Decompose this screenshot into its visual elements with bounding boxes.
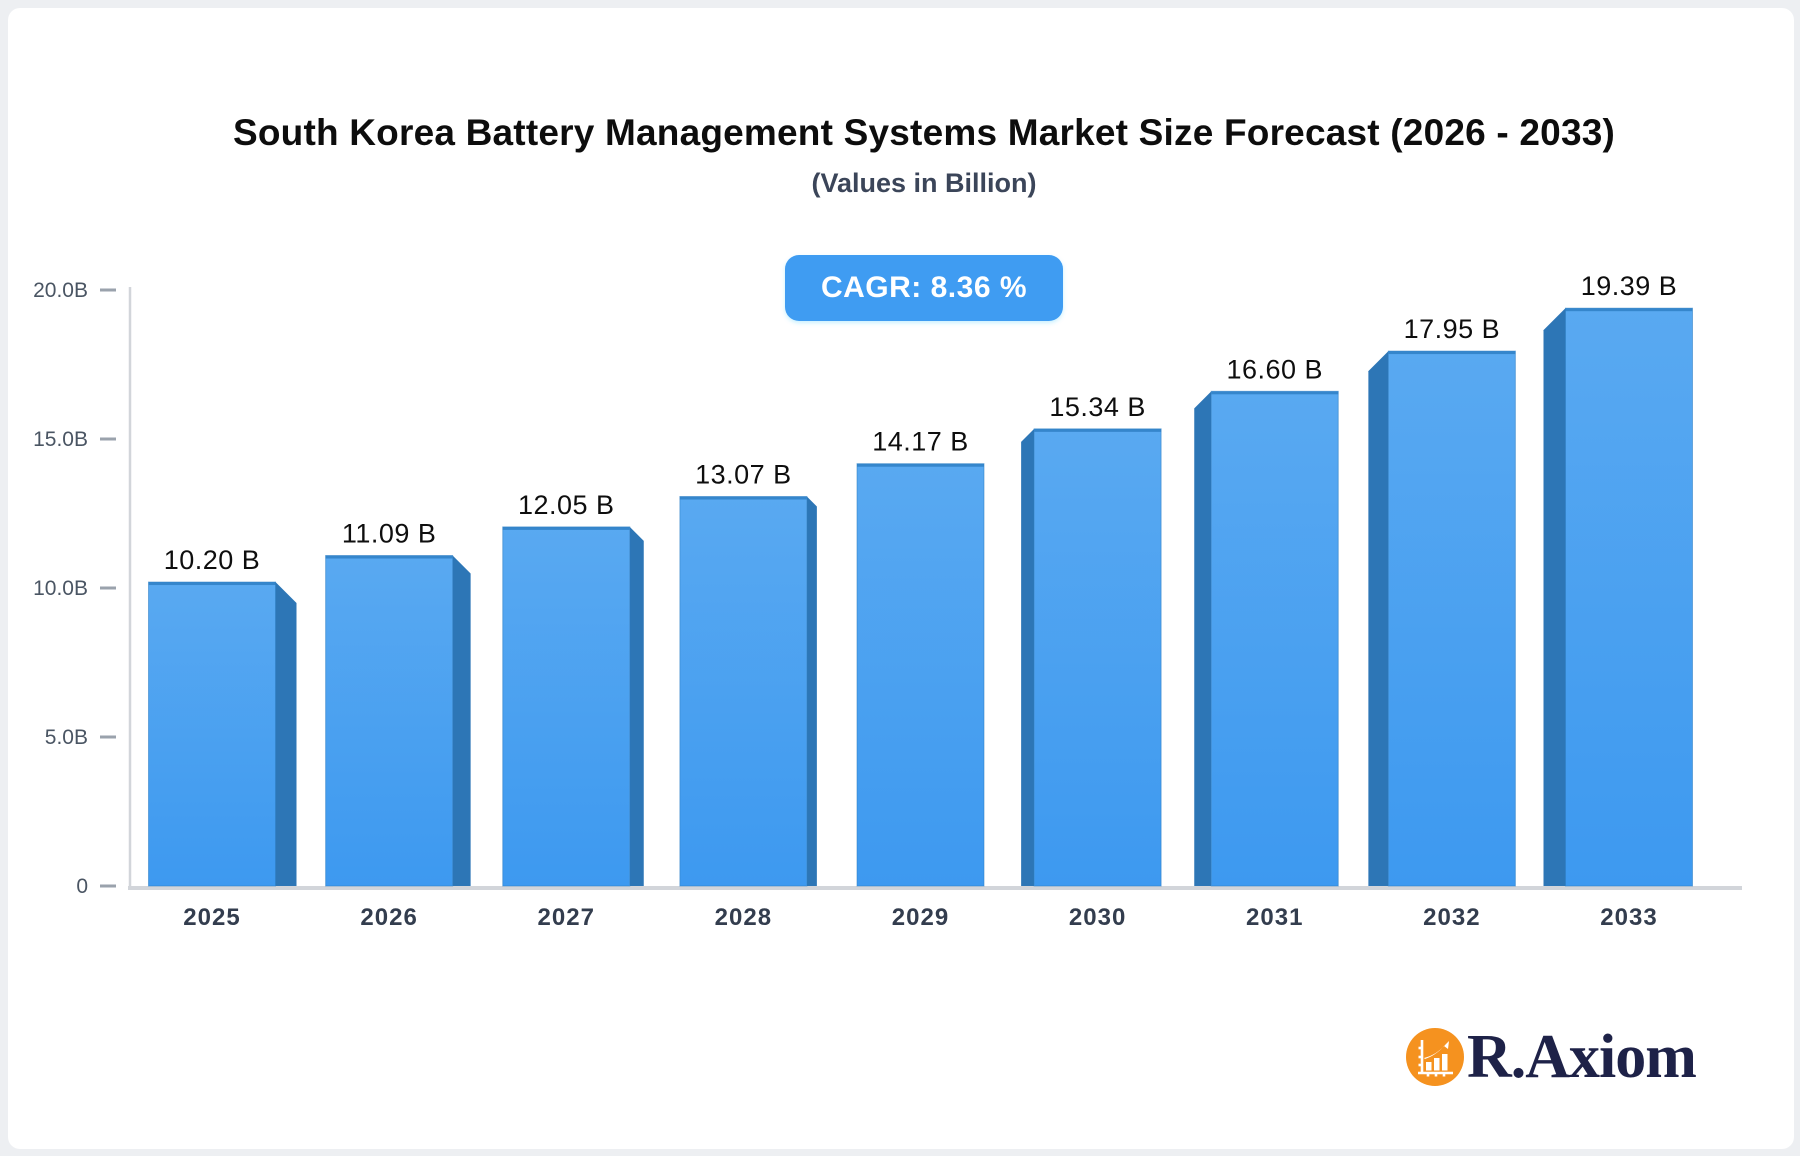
bar-value-label-2033: 19.39 B (1581, 271, 1678, 301)
bar-top-edge-2031 (1211, 391, 1339, 395)
brand-logo: R.Axiom (1406, 1023, 1697, 1091)
y-axis-tick-label: 0 (76, 875, 88, 898)
bar-side-face-2026 (452, 555, 471, 886)
bar-value-label-2031: 16.60 B (1226, 354, 1323, 384)
x-axis-label-2026: 2026 (360, 904, 417, 931)
bar-2026 (325, 555, 454, 887)
bar-top-edge-2032 (1388, 351, 1516, 355)
x-axis-label-2025: 2025 (183, 904, 240, 931)
bar-side-face-2027 (629, 526, 644, 886)
bar-value-label-2030: 15.34 B (1049, 392, 1146, 422)
bar-side-face-2031 (1194, 391, 1212, 886)
x-axis-label-2028: 2028 (715, 904, 772, 931)
bar-side-face-2025 (275, 582, 297, 886)
bar-top-edge-2030 (1034, 428, 1162, 432)
bar-2032 (1387, 350, 1516, 887)
x-axis-label-2030: 2030 (1069, 904, 1126, 931)
bar-2029 (856, 463, 985, 887)
bar-top-edge-2027 (502, 526, 630, 530)
x-axis-label-2027: 2027 (538, 904, 595, 931)
brand-logo-text: R.Axiom (1467, 1023, 1697, 1091)
bar-side-face-2030 (1021, 428, 1035, 886)
bar-value-label-2032: 17.95 B (1404, 314, 1501, 344)
x-axis-label-2031: 2031 (1246, 904, 1303, 931)
bar-value-label-2029: 14.17 B (872, 427, 969, 457)
y-axis-tick-label: 5.0B (45, 726, 88, 749)
bar-2030 (1033, 428, 1162, 887)
x-axis-label-2029: 2029 (892, 904, 949, 931)
chart-subtitle: (Values in Billion) (811, 168, 1037, 198)
bar-2033 (1565, 307, 1693, 887)
bar-value-label-2026: 11.09 B (342, 519, 437, 549)
y-axis-tick-label: 20.0B (33, 279, 88, 302)
x-axis-line (128, 886, 1742, 890)
bar-side-face-2028 (806, 496, 817, 886)
cagr-badge-label: CAGR: 8.36 % (820, 271, 1028, 304)
bar-value-label-2027: 12.05 B (518, 490, 615, 520)
bar-2028 (679, 496, 808, 887)
y-axis-tick-label: 15.0B (33, 428, 88, 451)
x-axis-label-2033: 2033 (1600, 904, 1657, 931)
bar-2027 (502, 526, 631, 887)
bar-chart-growth-icon (1406, 1028, 1464, 1086)
cagr-badge: CAGR: 8.36 % (785, 255, 1063, 321)
bar-side-face-2033 (1543, 308, 1566, 887)
bar-top-edge-2026 (325, 555, 453, 559)
bar-top-edge-2033 (1565, 308, 1693, 312)
bar-value-label-2025: 10.20 B (164, 545, 261, 575)
y-axis-tick-label: 10.0B (33, 577, 88, 600)
bar-2025 (148, 581, 276, 887)
chart-title: South Korea Battery Management Systems M… (232, 112, 1616, 153)
bar-top-edge-2028 (679, 496, 807, 500)
x-axis-label-2032: 2032 (1423, 904, 1480, 931)
bar-top-edge-2025 (148, 582, 276, 586)
bar-top-edge-2029 (857, 463, 984, 467)
bar-value-label-2028: 13.07 B (695, 460, 792, 490)
bar-2031 (1210, 390, 1339, 887)
bar-side-face-2032 (1368, 351, 1389, 887)
